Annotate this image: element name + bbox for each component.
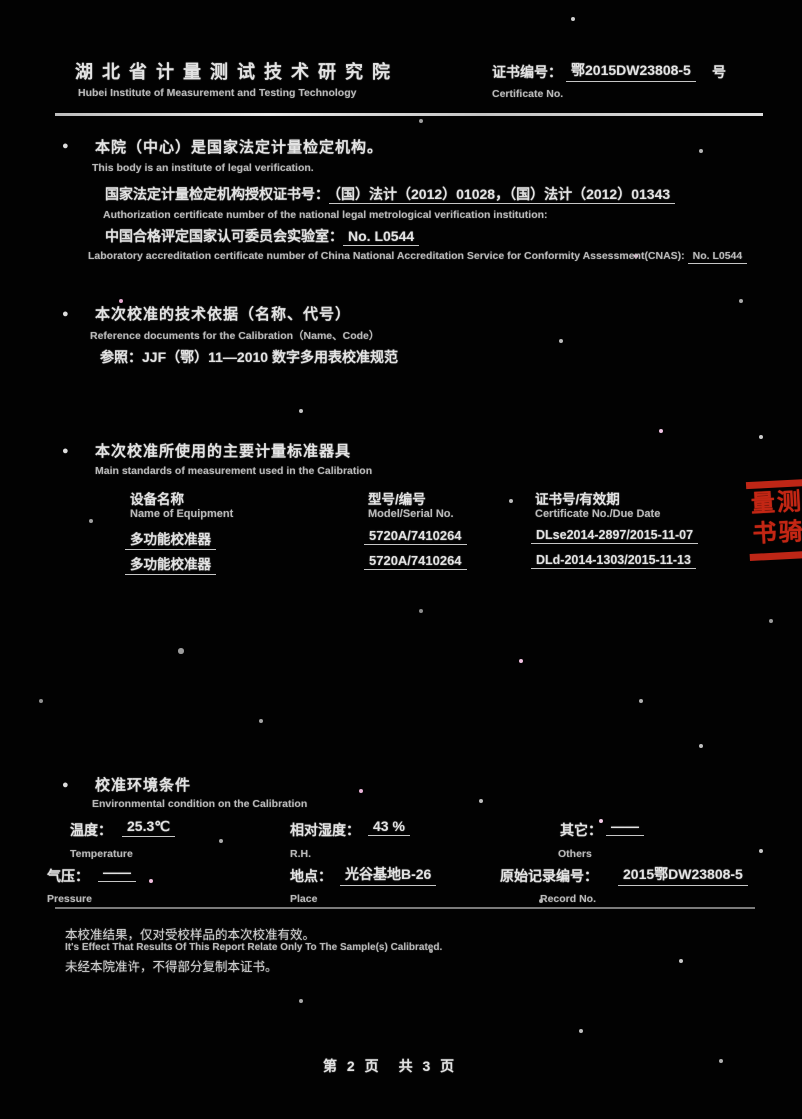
others-value: —— [606, 818, 644, 836]
certificate-no-value: 鄂2015DW23808-5 [566, 60, 696, 82]
humidity-label-en: R.H. [290, 848, 311, 860]
table-header-cert-en: Certificate No./Due Date [535, 508, 661, 520]
humidity-label-cn: 相对湿度： [290, 822, 360, 838]
section-divider-rule [55, 907, 755, 909]
table-header-model-en: Model/Serial No. [368, 508, 454, 520]
section3-title-cn: 本次校准所使用的主要计量标准器具 [95, 443, 352, 460]
cnas-label-cn: 中国合格评定国家认可委员会实验室： [105, 228, 343, 244]
certificate-no-label-en: Certificate No. [492, 88, 564, 100]
institute-name-en: Hubei Institute of Measurement and Testi… [78, 87, 357, 99]
seal-text-line2: 书骑 [751, 518, 802, 548]
authorization-label-cn: 国家法定计量检定机构授权证书号： [105, 186, 329, 202]
equipment-model: 5720A/7410264 [364, 528, 467, 545]
cnas-value: No. L0544 [343, 228, 420, 246]
equipment-model: 5720A/7410264 [364, 553, 467, 570]
seal-text-line1: 量测 [750, 488, 802, 518]
others-label-cn: 其它： [560, 822, 602, 838]
bullet-icon: ● [62, 779, 69, 791]
reference-document-line: 参照：JJF（鄂）11—2010 数字多用表校准规范 [100, 349, 398, 365]
temperature-value: 25.3℃ [122, 818, 175, 837]
disclaimer-line2-cn: 未经本院准许，不得部分复制本证书。 [65, 960, 278, 974]
section1-title-en: This body is an institute of legal verif… [92, 162, 314, 174]
page-number: 第 2 页 共 3 页 [323, 1058, 458, 1074]
record-no-value: 2015鄂DW23808-5 [618, 864, 748, 886]
section4-title-cn: 校准环境条件 [95, 777, 192, 794]
certificate-no-label-cn: 证书编号： [492, 64, 562, 80]
temperature-label-en: Temperature [70, 848, 133, 860]
cnas-label-en: Laboratory accreditation certificate num… [88, 250, 685, 262]
authorization-line: 国家法定计量检定机构授权证书号： （国）法计（2012）01028，（国）法计（2… [105, 184, 676, 204]
place-value: 光谷基地B-26 [340, 864, 437, 886]
cnas-line-cn: 中国合格评定国家认可委员会实验室： No. L0544 [105, 226, 420, 246]
equipment-cert: DLse2014-2897/2015-11-07 [531, 528, 699, 544]
temperature-label-cn: 温度： [70, 822, 112, 838]
equipment-name: 多功能校准器 [125, 553, 216, 575]
others-label-en: Others [558, 848, 592, 860]
table-header-equipment-en: Name of Equipment [130, 508, 234, 520]
record-no-label-cn: 原始记录编号： [500, 868, 598, 884]
humidity-value: 43 % [368, 818, 410, 836]
authorization-value: （国）法计（2012）01028，（国）法计（2012）01343 [329, 186, 676, 204]
seal-bar-bottom [749, 550, 802, 562]
cnas-line-en: Laboratory accreditation certificate num… [88, 250, 748, 264]
place-label-cn: 地点： [290, 868, 332, 884]
institute-name-cn: 湖北省计量测试技术研究院 [75, 62, 399, 82]
section2-title-en: Reference documents for the Calibration（… [90, 330, 380, 342]
section1-title-cn: 本院（中心）是国家法定计量检定机构。 [95, 139, 384, 156]
table-header-equipment-cn: 设备名称 [130, 492, 184, 507]
place-label-en: Place [290, 893, 318, 905]
disclaimer-line1-cn: 本校准结果，仅对受校样品的本次校准有效。 [65, 928, 316, 942]
table-header-cert-cn: 证书号/有效期 [535, 492, 620, 507]
bullet-icon: ● [62, 140, 69, 152]
equipment-cert: DLd-2014-1303/2015-11-13 [531, 553, 696, 569]
table-header-model-cn: 型号/编号 [368, 492, 426, 507]
pressure-label-en: Pressure [47, 893, 92, 905]
bullet-icon: ● [62, 308, 69, 320]
record-no-label-en: Record No. [540, 893, 597, 905]
pressure-label-cn: 气压： [47, 868, 89, 884]
red-paging-seal: 量测 书骑 [745, 474, 802, 570]
bullet-icon: ● [62, 445, 69, 457]
disclaimer-line1-en: It's Effect That Results Of This Report … [65, 942, 443, 953]
seal-bar-top [745, 478, 802, 490]
section3-title-en: Main standards of measurement used in th… [95, 465, 373, 477]
section2-title-cn: 本次校准的技术依据（名称、代号） [95, 306, 352, 323]
pressure-value: —— [98, 864, 136, 882]
authorization-label-en: Authorization certificate number of the … [103, 209, 548, 221]
certificate-no-suffix: 号 [712, 64, 726, 80]
section4-title-en: Environmental condition on the Calibrati… [92, 798, 308, 810]
cnas-value-en: No. L0544 [687, 250, 748, 264]
scan-noise [0, 0, 2, 2]
header-rule [55, 113, 763, 116]
equipment-name: 多功能校准器 [125, 528, 216, 550]
